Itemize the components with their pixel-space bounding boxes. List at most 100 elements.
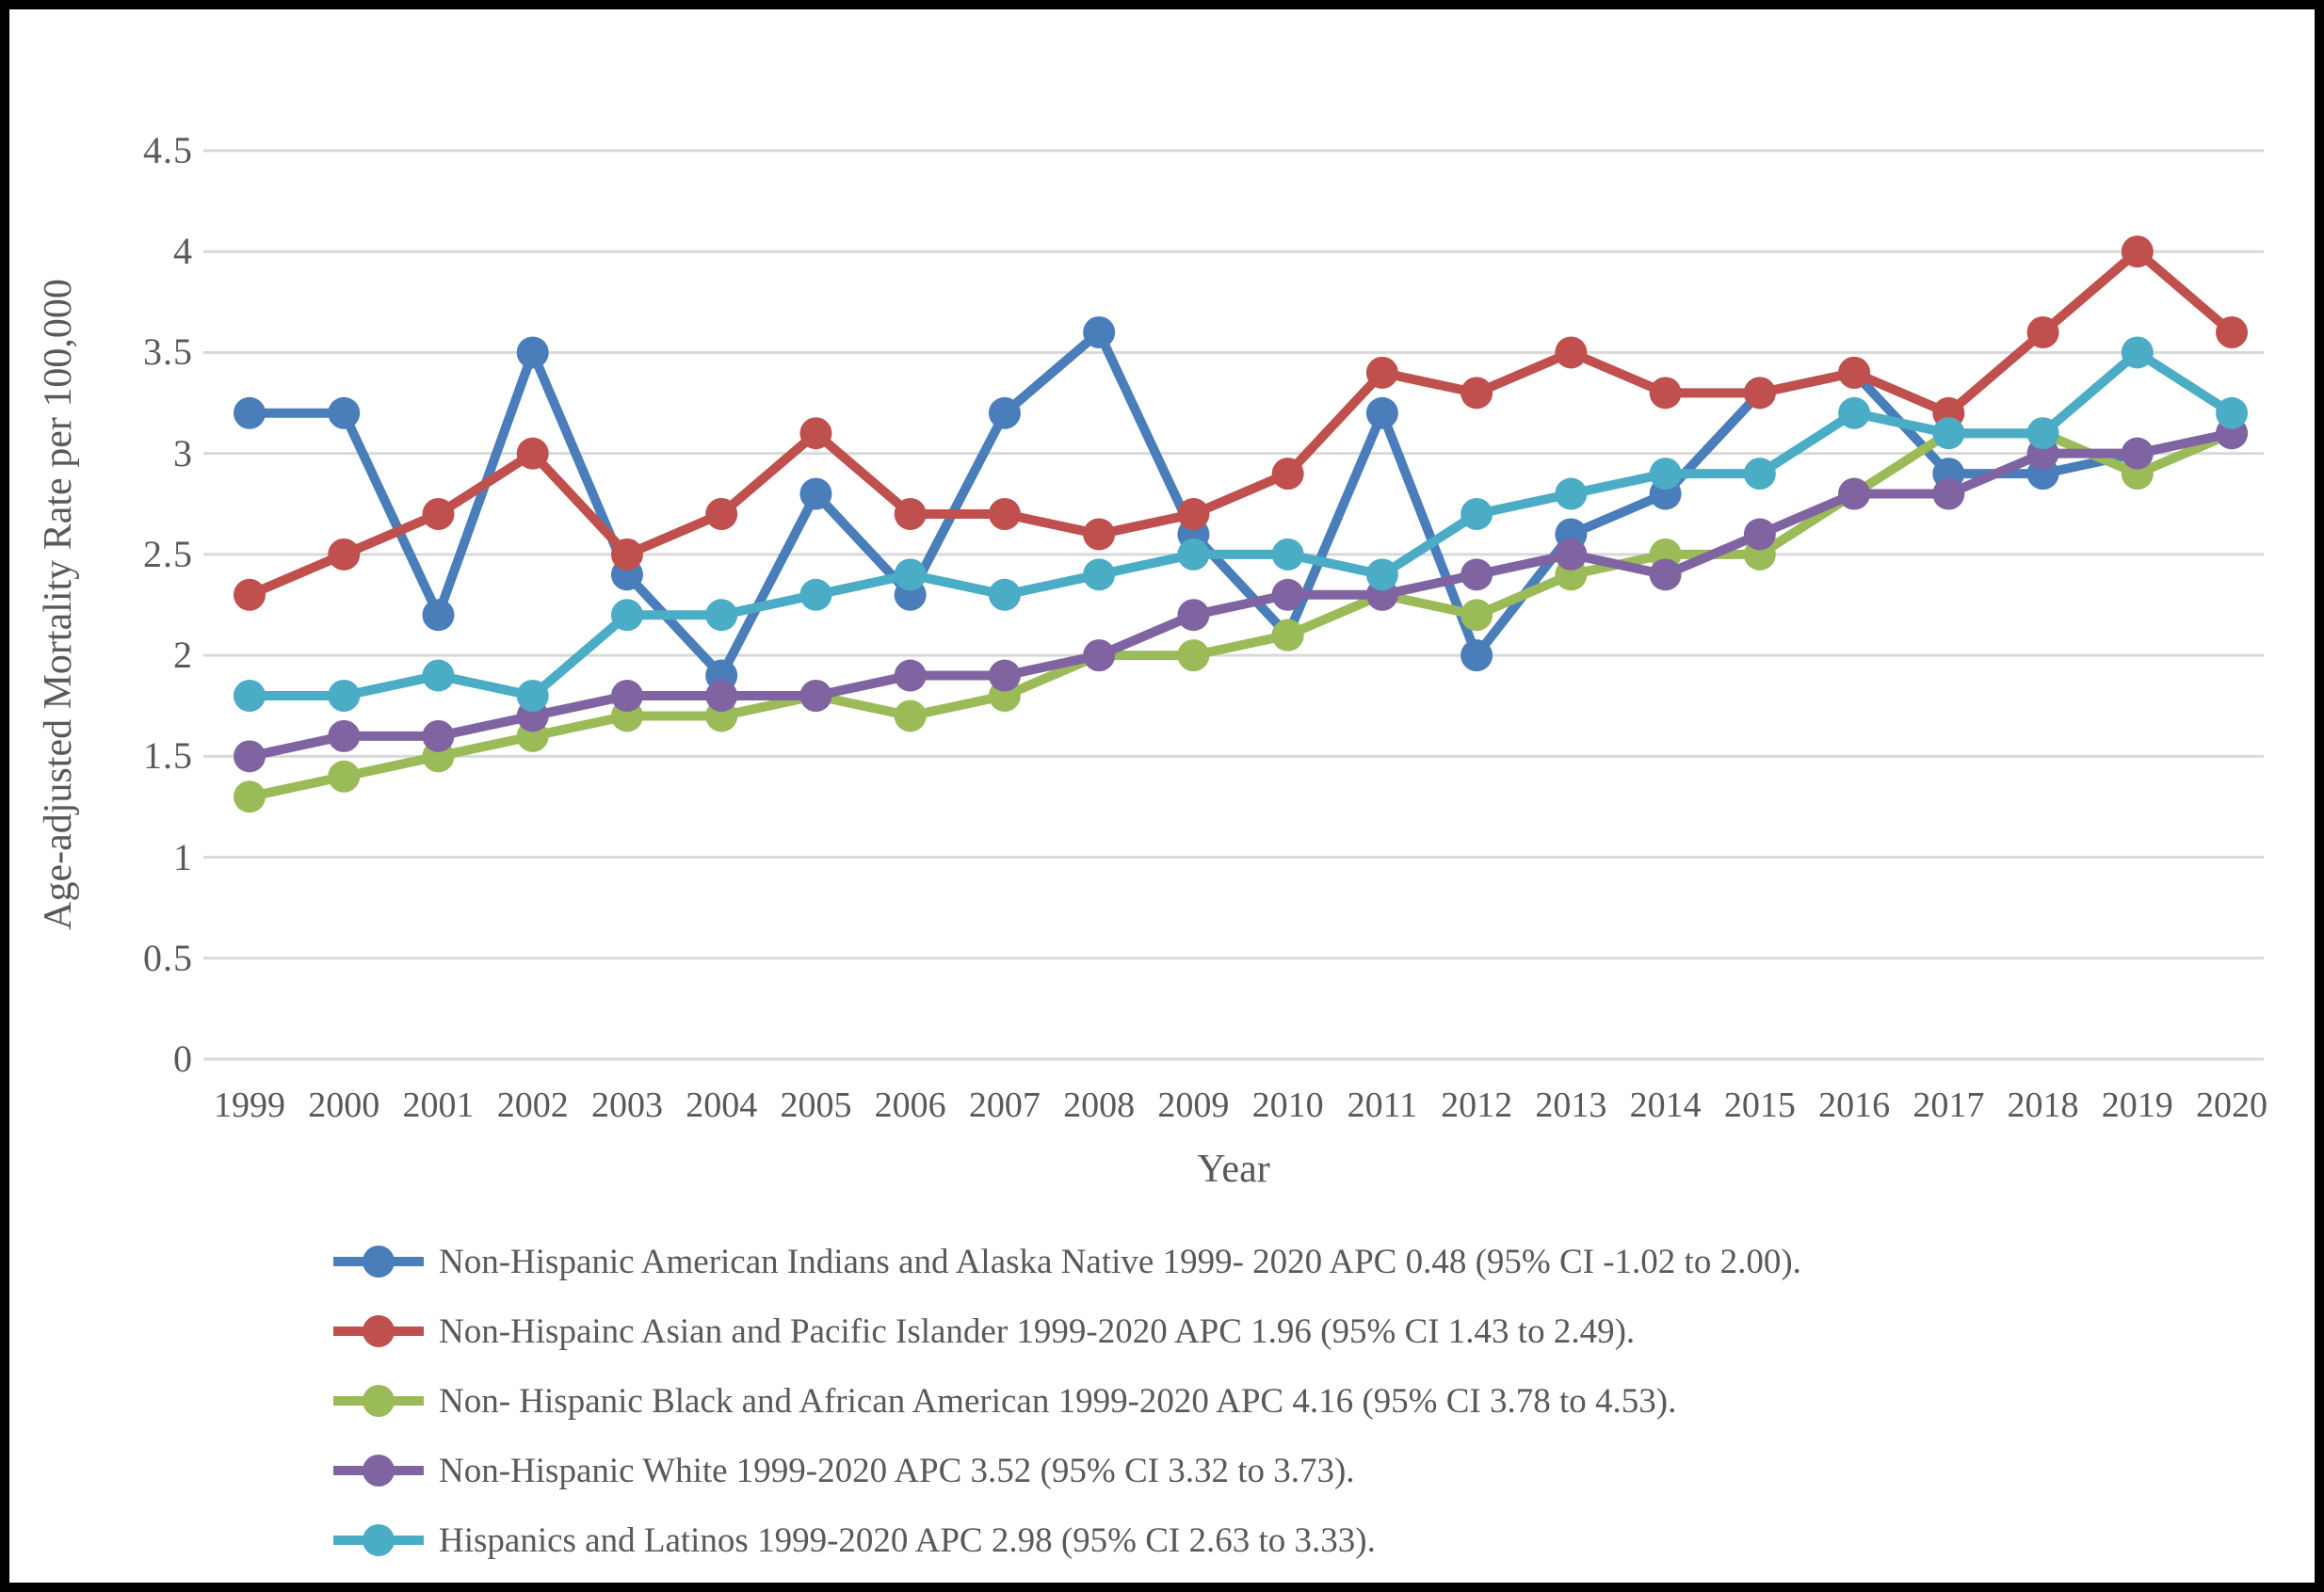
legend-item: Hispanics and Latinos 1999-2020 APC 2.98… <box>331 1514 1376 1567</box>
series-line <box>245 428 2237 762</box>
data-point-marker <box>234 578 266 611</box>
data-point-marker <box>2121 235 2154 268</box>
data-point-marker <box>799 417 832 450</box>
series-1 <box>234 235 2249 611</box>
legend-key-marker <box>363 1246 395 1278</box>
y-tick-label: 2 <box>173 634 193 677</box>
data-point-marker <box>328 396 361 429</box>
data-point-marker <box>328 719 361 752</box>
legend-item: Non-Hispanic White 1999-2020 APC 3.52 (9… <box>331 1444 1355 1497</box>
data-point-marker <box>234 740 266 773</box>
data-point-marker <box>328 760 361 793</box>
data-point-marker <box>234 780 266 813</box>
data-point-marker <box>610 599 643 632</box>
data-point-marker <box>894 558 927 591</box>
data-point-marker <box>1555 538 1588 571</box>
data-point-marker <box>1461 599 1493 632</box>
x-tick-label: 2015 <box>1723 1085 1796 1125</box>
data-point-marker <box>1177 498 1210 530</box>
series-line <box>245 247 2237 600</box>
x-tick-label: 2001 <box>402 1085 475 1125</box>
y-axis-title: Age-adjusted Mortality Rate per 100,000 <box>37 279 80 930</box>
data-point-marker <box>2216 316 2249 348</box>
x-tick-label: 2013 <box>1535 1085 1607 1125</box>
data-point-marker <box>1461 377 1493 410</box>
x-tick-label: 2010 <box>1251 1085 1324 1125</box>
data-point-marker <box>610 538 643 571</box>
data-point-marker <box>988 498 1021 530</box>
data-point-marker <box>1083 639 1116 672</box>
legend-item: Non-Hispainc Asian and Pacific Islander … <box>331 1305 1635 1358</box>
x-tick-label: 2005 <box>780 1085 852 1125</box>
x-tick-label: 2017 <box>1912 1085 1985 1125</box>
legend-label: Non- Hispanic Black and African American… <box>439 1381 1677 1421</box>
data-point-marker <box>422 659 455 692</box>
data-point-marker <box>1649 377 1682 410</box>
y-tick-label: 3.5 <box>143 330 193 374</box>
data-point-marker <box>1083 316 1116 348</box>
y-tick-label: 4 <box>173 230 193 273</box>
data-point-marker <box>516 437 549 470</box>
data-point-marker <box>1271 458 1304 490</box>
legend-item: Non- Hispanic Black and African American… <box>331 1375 1676 1427</box>
legend-key-icon <box>333 1524 424 1556</box>
series-line <box>245 428 2237 802</box>
data-point-marker <box>422 498 455 530</box>
y-tick-label: 1.5 <box>143 734 193 778</box>
x-axis-title: Year <box>1197 1148 1270 1191</box>
x-tick-label: 2018 <box>2007 1085 2079 1125</box>
data-point-marker <box>2121 437 2154 470</box>
series-4 <box>234 336 2249 712</box>
data-point-marker <box>328 680 361 712</box>
x-tick-label: 2008 <box>1063 1085 1136 1125</box>
data-point-marker <box>1083 558 1116 591</box>
legend-key-marker <box>363 1315 395 1347</box>
legend-label: Non-Hispanic American Indians and Alaska… <box>439 1242 1801 1281</box>
data-point-marker <box>1365 356 1398 389</box>
data-point-marker <box>799 477 832 510</box>
data-point-marker <box>516 336 549 369</box>
data-point-marker <box>1838 356 1871 389</box>
legend-item: Non-Hispanic American Indians and Alaska… <box>331 1235 1801 1288</box>
legend-label: Non-Hispanic White 1999-2020 APC 3.52 (9… <box>439 1451 1355 1490</box>
data-point-marker <box>1461 558 1493 591</box>
data-point-marker <box>1177 639 1210 672</box>
y-tick-label: 1 <box>173 835 193 878</box>
legend-key-icon <box>333 1246 424 1278</box>
data-point-marker <box>1555 336 1588 369</box>
x-tick-label: 2004 <box>686 1085 758 1125</box>
data-point-marker <box>705 498 738 530</box>
data-point-marker <box>328 538 361 571</box>
data-point-marker <box>705 599 738 632</box>
data-point-marker <box>516 680 549 712</box>
data-point-marker <box>1743 458 1776 490</box>
data-point-marker <box>705 680 738 712</box>
data-point-marker <box>1932 477 1965 510</box>
data-point-marker <box>422 719 455 752</box>
x-tick-label: 2000 <box>308 1085 380 1125</box>
legend-key-marker <box>363 1455 395 1487</box>
series-lines <box>234 235 2249 813</box>
data-point-marker <box>1177 599 1210 632</box>
legend-label: Hispanics and Latinos 1999-2020 APC 2.98… <box>439 1520 1376 1560</box>
data-point-marker <box>610 680 643 712</box>
data-point-marker <box>1932 417 1965 450</box>
data-point-marker <box>1649 458 1682 490</box>
data-point-marker <box>1177 538 1210 571</box>
x-tick-label: 1999 <box>214 1085 285 1125</box>
data-point-marker <box>988 578 1021 611</box>
y-tick-label: 4.5 <box>143 129 193 171</box>
x-tick-label: 2016 <box>1818 1085 1891 1125</box>
x-tick-label: 2012 <box>1441 1085 1513 1125</box>
data-point-marker <box>2026 417 2059 450</box>
x-tick-label: 2007 <box>968 1085 1041 1125</box>
data-point-marker <box>1838 396 1871 429</box>
data-point-marker <box>1271 578 1304 611</box>
y-tick-label: 3 <box>173 431 193 474</box>
x-tick-label: 2020 <box>2196 1085 2268 1125</box>
data-point-marker <box>1365 396 1398 429</box>
x-tick-label: 2003 <box>590 1085 663 1125</box>
legend-key-icon <box>333 1385 424 1417</box>
data-point-marker <box>234 680 266 712</box>
